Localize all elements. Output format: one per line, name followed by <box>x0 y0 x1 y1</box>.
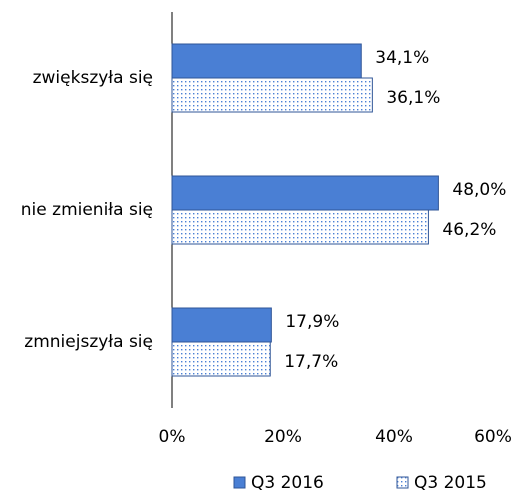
legend-label: Q3 2015 <box>414 473 487 493</box>
value-label: 17,9% <box>285 312 339 332</box>
x-tick-label: 20% <box>264 427 302 447</box>
y-tick-label: zwiększyła się <box>33 68 153 88</box>
bar <box>171 77 373 113</box>
bar <box>171 209 429 245</box>
bar <box>171 307 272 343</box>
legend-swatch <box>396 476 409 489</box>
value-label: 36,1% <box>386 88 440 108</box>
x-tick-label: 60% <box>474 427 512 447</box>
bar <box>171 341 271 377</box>
bar <box>171 175 439 211</box>
value-label: 17,7% <box>284 352 338 372</box>
value-label: 48,0% <box>452 180 506 200</box>
y-tick-label: zmniejszyła się <box>24 332 153 352</box>
legend-label: Q3 2016 <box>251 473 324 493</box>
value-label: 46,2% <box>442 220 496 240</box>
value-label: 34,1% <box>375 48 429 68</box>
bar <box>171 43 362 79</box>
x-tick-label: 0% <box>159 427 186 447</box>
y-tick-label: nie zmieniła się <box>21 200 153 220</box>
x-tick-label: 40% <box>375 427 413 447</box>
legend-swatch <box>233 476 246 489</box>
